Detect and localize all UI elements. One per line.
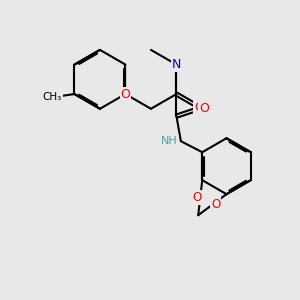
Text: O: O [192,191,201,204]
Text: O: O [194,100,204,113]
Text: O: O [211,198,220,211]
Text: NH: NH [161,136,178,146]
Text: N: N [172,58,181,71]
Text: O: O [199,102,209,115]
Text: O: O [121,88,130,100]
Text: CH₃: CH₃ [43,92,62,102]
